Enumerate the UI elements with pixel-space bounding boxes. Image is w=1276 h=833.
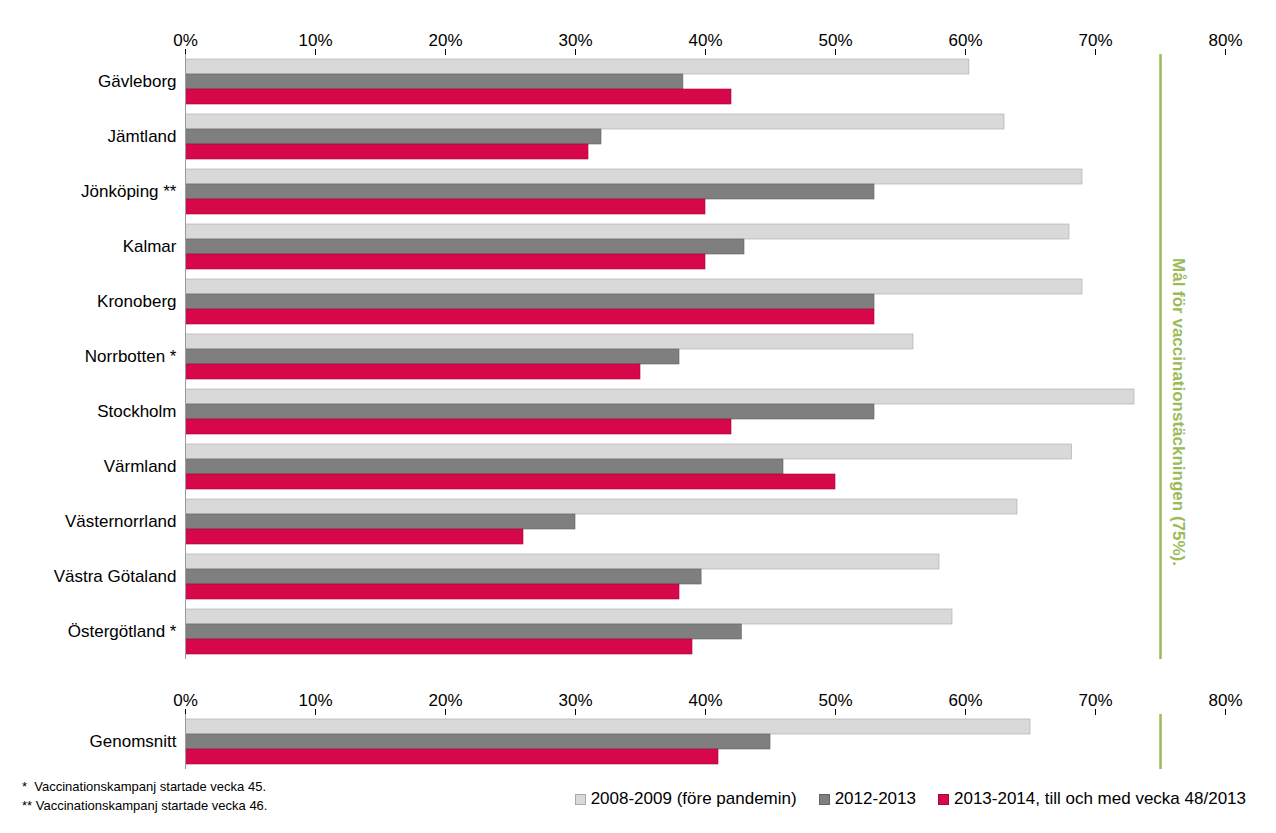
html-text:2008-2009 (före pandemin): 2008-2009 (före pandemin) [590,789,797,808]
svg-text:80%: 80% [1208,691,1242,710]
svg-text:30%: 30% [558,31,592,50]
svg-text:50%: 50% [818,31,852,50]
svg-text:Mål för vaccinationstäckningen: Mål för vaccinationstäckningen (75%). [1169,258,1188,566]
html-text:2013-2014, till och med vecka: 2013-2014, till och med vecka 48/2013 [954,789,1246,808]
svg-text:30%: 30% [558,691,592,710]
svg-text:Norrbotten *: Norrbotten * [85,347,177,366]
svg-text:80%: 80% [1208,31,1242,50]
svg-text:Jämtland: Jämtland [108,127,177,146]
svg-text:Gävleborg: Gävleborg [98,72,176,91]
svg-text:60%: 60% [948,31,982,50]
svg-text:Genomsnitt: Genomsnitt [90,732,177,751]
svg-text:Kalmar: Kalmar [123,237,177,256]
svg-text:Östergötland *: Östergötland * [68,622,177,641]
html-text:* Vaccinationskampanj startade: * Vaccinationskampanj startade vecka 45.… [22,779,268,813]
html-text:2012-2013: 2012-2013 [834,789,916,808]
svg-text:20%: 20% [428,691,462,710]
svg-text:60%: 60% [948,691,982,710]
svg-text:50%: 50% [818,691,852,710]
svg-text:Kronoberg: Kronoberg [97,292,176,311]
svg-text:Västernorrland: Västernorrland [65,512,177,531]
svg-text:Västra Götaland: Västra Götaland [54,567,177,586]
svg-text:10%: 10% [298,31,332,50]
svg-text:20%: 20% [428,31,462,50]
svg-text:Värmland: Värmland [104,457,177,476]
svg-text:40%: 40% [688,31,722,50]
svg-text:Jönköping **: Jönköping ** [81,182,177,201]
svg-text:70%: 70% [1078,691,1112,710]
svg-text:0%: 0% [173,31,198,50]
svg-text:Stockholm: Stockholm [97,402,176,421]
svg-text:10%: 10% [298,691,332,710]
svg-text:0%: 0% [173,691,198,710]
svg-text:40%: 40% [688,691,722,710]
svg-text:70%: 70% [1078,31,1112,50]
